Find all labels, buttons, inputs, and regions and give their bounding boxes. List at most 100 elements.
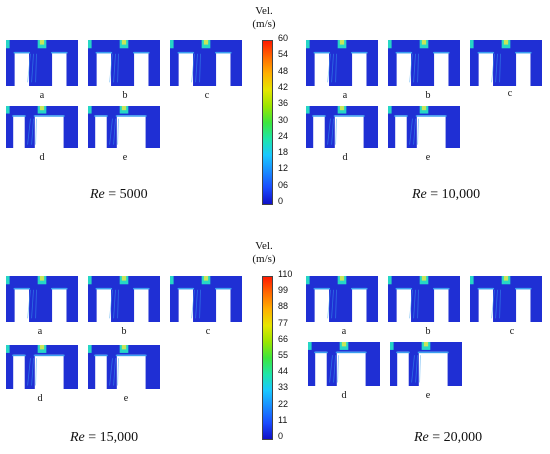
- velocity-streak: [113, 53, 116, 83]
- cfd-plot-c: [170, 40, 242, 86]
- case-label-c: c: [205, 326, 211, 337]
- velocity-streak: [109, 118, 113, 145]
- velocity-streak: [335, 118, 337, 145]
- cfd-plot-d: [308, 342, 380, 386]
- colorbar-top-title: Vel. (m/s): [252, 5, 276, 30]
- wall-edge: [51, 51, 68, 54]
- velocity-streak: [195, 53, 198, 83]
- wall-edge: [415, 115, 447, 117]
- colorbar-tick-label: 12: [278, 163, 289, 174]
- velocity-streak: [191, 53, 195, 83]
- case-label-d: d: [342, 152, 348, 163]
- inlet-jet: [470, 276, 474, 285]
- velocity-streak: [31, 358, 34, 386]
- velocity-streak: [199, 289, 201, 319]
- wall-edge: [333, 115, 365, 117]
- case-label-a: a: [39, 90, 45, 101]
- inlet-jet: [470, 40, 474, 49]
- inlet-jet: [308, 342, 312, 350]
- wall-edge: [95, 51, 113, 54]
- solid-wall: [14, 51, 30, 86]
- cfd-plot-d: [306, 106, 378, 148]
- jet-core: [421, 276, 427, 281]
- wall-edge: [433, 287, 450, 290]
- case-label-c: c: [507, 88, 513, 99]
- colorbar-tick-label: 06: [278, 179, 289, 190]
- wall-edge: [133, 51, 150, 54]
- wall-edge: [115, 354, 147, 357]
- wall-edge: [215, 287, 232, 290]
- solid-wall: [216, 287, 231, 322]
- velocity-streak: [335, 53, 337, 83]
- solid-wall: [314, 51, 330, 86]
- cfd-contour-svg: [170, 276, 242, 322]
- inlet-jet: [306, 40, 310, 49]
- cfd-contour-svg: [88, 106, 160, 148]
- velocity-streak: [409, 53, 413, 83]
- solid-wall: [516, 51, 531, 86]
- cfd-contour-svg: [88, 345, 160, 389]
- solid-wall: [336, 351, 366, 386]
- solid-wall: [116, 354, 146, 389]
- jet-core: [203, 40, 209, 45]
- wall-edge: [335, 351, 367, 354]
- case-label-d: d: [39, 152, 45, 163]
- colorbar-bottom-title: Vel. (m/s): [252, 240, 276, 265]
- velocity-streak: [117, 53, 119, 83]
- wall-edge: [33, 115, 65, 117]
- cfd-plot-a: [6, 40, 78, 86]
- solid-wall: [216, 51, 231, 86]
- cfd-plot-a: [306, 276, 378, 322]
- colorbar-tick-label: 48: [278, 65, 289, 76]
- jet-core: [121, 276, 127, 281]
- reynolds-label-15000: Re = 15,000: [70, 430, 139, 445]
- case-label-a: a: [342, 90, 348, 101]
- colorbar-tick-label: 42: [278, 81, 289, 92]
- colorbar-tick-label: 55: [278, 350, 289, 360]
- wall-edge: [94, 354, 108, 357]
- velocity-streak: [413, 53, 416, 83]
- solid-wall: [134, 51, 149, 86]
- solid-wall: [34, 115, 64, 148]
- cfd-contour-svg: [6, 106, 78, 148]
- case-label-d: d: [37, 393, 43, 404]
- solid-wall: [416, 115, 446, 148]
- solid-wall: [13, 115, 25, 148]
- velocity-streak: [27, 53, 31, 83]
- velocity-streak: [191, 289, 195, 319]
- velocity-streak: [329, 355, 333, 383]
- cfd-plot-b: [388, 40, 460, 86]
- velocity-streak: [117, 358, 119, 386]
- velocity-streak: [417, 53, 419, 83]
- jet-core: [39, 106, 45, 111]
- solid-wall: [314, 287, 330, 322]
- velocity-streak: [31, 53, 34, 83]
- cfd-contour-svg: [6, 276, 78, 322]
- cfd-contour-svg: [6, 40, 78, 86]
- case-label-a: a: [37, 326, 43, 337]
- velocity-streak: [491, 289, 495, 319]
- wall-edge: [351, 287, 368, 290]
- velocity-streak: [417, 289, 419, 319]
- cfd-plot-c: [470, 276, 542, 322]
- wall-edge: [313, 287, 331, 290]
- case-label-c: c: [509, 326, 515, 337]
- velocity-streak: [27, 118, 31, 145]
- velocity-streak: [113, 358, 116, 386]
- colorbar-tick-label: 0: [278, 196, 284, 206]
- colorbar-tick-label: 44: [278, 366, 289, 377]
- jet-core: [39, 40, 45, 45]
- velocity-streak: [495, 289, 498, 319]
- cfd-plot-e: [390, 342, 462, 386]
- colorbar-tick-label: 24: [278, 130, 289, 141]
- velocity-streak: [113, 289, 116, 319]
- cfd-contour-svg: [308, 342, 380, 386]
- inlet-jet: [6, 276, 10, 285]
- colorbar-tick-label: 22: [278, 398, 289, 409]
- wall-edge: [515, 51, 532, 54]
- wall-edge: [215, 51, 232, 54]
- velocity-streak: [109, 53, 113, 83]
- inlet-jet: [170, 276, 174, 285]
- cfd-plot-b: [88, 276, 160, 322]
- wall-edge: [396, 351, 410, 354]
